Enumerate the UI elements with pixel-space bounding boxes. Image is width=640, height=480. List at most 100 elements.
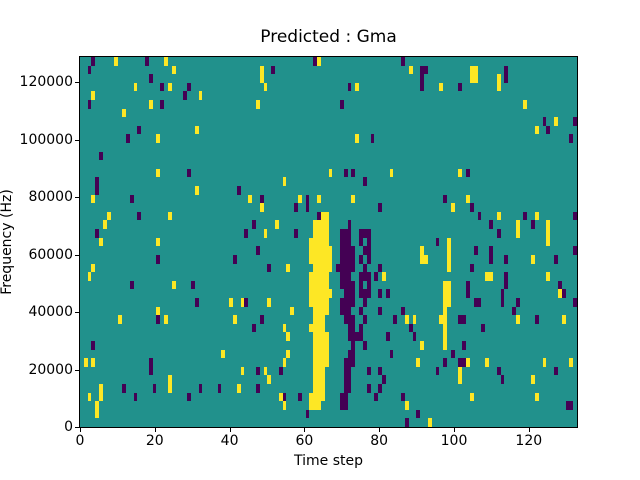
heatmap-cell [363,315,367,324]
heatmap-cell [137,126,141,134]
heatmap-cell [344,169,348,177]
heatmap-cell [344,281,348,289]
heatmap-cell [344,264,348,272]
heatmap-cell [470,393,474,401]
heatmap-cell [351,315,355,324]
heatmap-cell [313,255,317,264]
heatmap-cell [313,393,317,401]
heatmap-cell [443,281,447,289]
heatmap-cell [279,367,283,375]
heatmap-cell [306,203,309,212]
heatmap-cell [447,246,451,255]
heatmap-cell [309,401,313,410]
heatmap-cell [386,332,390,341]
heatmap-cell [340,401,344,410]
heatmap-cell [351,255,355,264]
heatmap-cell [573,117,577,126]
y-tick-label: 20000 [28,361,73,378]
heatmap-cell [283,358,286,367]
heatmap-cell [191,281,195,289]
heatmap-cell [478,212,481,220]
heatmap-cell [313,298,317,307]
heatmap-cell [458,83,462,91]
heatmap-cell [168,375,172,384]
heatmap-cell [367,238,371,246]
heatmap-cell [218,384,221,393]
heatmap-cell [137,212,141,220]
heatmap-cell [321,255,325,264]
heatmap-cell [516,229,520,238]
heatmap-cell [413,315,416,324]
x-tick-mark [229,428,231,432]
heatmap-cell [91,358,95,367]
heatmap-cell [344,315,348,324]
heatmap-cell [363,264,367,272]
heatmap-cell [313,401,317,410]
heatmap-cell [321,264,325,272]
heatmap-cell [573,298,577,307]
heatmap-cell [489,272,493,281]
heatmap-cell [156,169,160,177]
heatmap-cell [267,264,271,272]
heatmap-cell [325,289,329,298]
heatmap-cell [313,384,317,393]
heatmap-cell [286,264,290,272]
heatmap-cell [283,393,286,401]
heatmap-cell [260,315,264,324]
heatmap-cell [164,57,168,66]
heatmap-cell [367,384,371,393]
heatmap-cell [409,66,413,74]
heatmap-cell [321,229,325,238]
heatmap-cell [535,393,539,401]
heatmap-cell [531,255,535,264]
x-tick-label: 0 [75,433,85,449]
heatmap-cell [562,289,566,298]
heatmap-cell [241,367,244,375]
heatmap-cell [501,298,504,307]
heatmap-cell [470,203,474,212]
heatmap-cell [130,281,134,289]
y-tick-mark [75,427,79,428]
heatmap-cell [462,315,466,324]
heatmap-cell [325,229,329,238]
heatmap-cell [309,238,313,246]
heatmap-cell [363,272,367,281]
heatmap-cell [160,100,164,109]
heatmap-cell [348,264,351,272]
heatmap-cell [313,238,317,246]
heatmap-cell [283,177,286,186]
heatmap-cell [451,350,455,358]
heatmap-cell [535,212,539,220]
heatmap-cell [344,272,348,281]
heatmap-cell [313,350,317,358]
heatmap-plot [79,56,578,428]
heatmap-cell [256,246,260,255]
heatmap-cell [348,255,351,264]
heatmap-cell [91,57,95,66]
heatmap-cell [344,289,348,298]
heatmap-cell [88,66,91,74]
heatmap-cell [474,74,478,83]
heatmap-cell [443,298,447,307]
heatmap-cell [298,195,302,203]
heatmap-cell [172,281,176,289]
heatmap-cell [367,367,371,375]
heatmap-cell [351,289,355,298]
heatmap-cell [260,195,264,203]
heatmap-cell [325,264,329,272]
heatmap-cell [351,332,355,341]
heatmap-cell [286,332,290,341]
heatmap-cell [501,289,504,298]
y-tick-mark [75,197,79,198]
heatmap-cell [348,384,351,393]
heatmap-cell [546,229,550,238]
heatmap-cell [317,238,321,246]
heatmap-cell [317,341,321,350]
heatmap-cell [313,358,317,367]
heatmap-cell [329,246,332,255]
heatmap-cell [168,384,172,393]
x-tick-label: 20 [145,433,164,449]
heatmap-cell [344,367,348,375]
heatmap-cell [447,255,451,264]
heatmap-cell [309,281,313,289]
